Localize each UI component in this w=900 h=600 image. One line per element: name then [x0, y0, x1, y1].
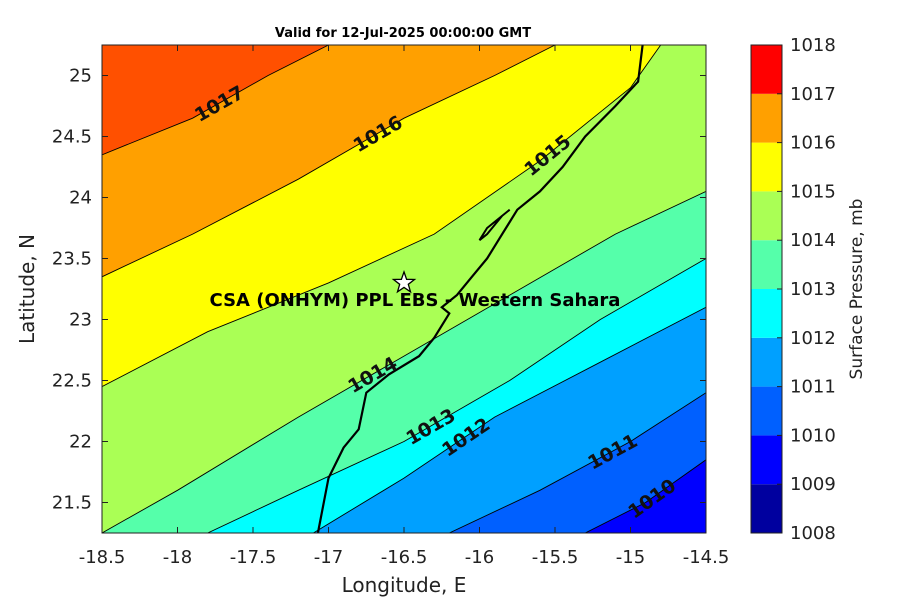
x-tick-label: -14.5: [683, 547, 730, 568]
colorbar-label: Surface Pressure, mb: [847, 199, 867, 380]
y-tick-label: 23.5: [52, 249, 92, 270]
contour-line-1010: [584, 459, 706, 533]
y-tick-label: 24: [69, 188, 92, 209]
y-tick-label: 24.5: [52, 127, 92, 148]
colorbar-segment: [751, 289, 782, 338]
y-tick-label: 22.5: [52, 371, 92, 392]
contour-line-1012: [313, 306, 706, 533]
pressure-bands: [102, 45, 706, 533]
contour-line-1014: [102, 190, 706, 533]
colorbar-segment: [751, 435, 782, 485]
colorbar-tick-label: 1014: [790, 230, 836, 251]
star-marker: [391, 269, 417, 294]
colorbar-segment: [751, 240, 782, 289]
colorbar-segment: [751, 93, 782, 143]
band-1017-1018: [102, 45, 329, 155]
x-tick-label: -18.5: [79, 547, 126, 568]
y-tick-label: 25: [69, 66, 92, 87]
site-annotation: CSA (ONHYM) PPL EBS - Western Sahara: [210, 290, 621, 311]
colorbar-tick-label: 1016: [790, 133, 836, 154]
contour-line-1011: [449, 392, 706, 533]
y-tick-label: 22: [69, 432, 92, 453]
x-tick-label: -16.5: [381, 547, 428, 568]
contour-line-1016: [102, 45, 556, 278]
chart-title: Valid for 12-Jul-2025 00:00:00 GMT: [275, 26, 531, 41]
colorbar-segment: [751, 45, 782, 94]
coastline: [316, 45, 644, 533]
site-star-marker: [391, 269, 417, 294]
x-tick-label: -16: [465, 547, 494, 568]
y-tick-label: 23: [69, 310, 92, 331]
colorbar-tick-label: 1015: [790, 181, 836, 202]
colorbar: 1008 1009 1010 1011 1012 1013 1014 1015 1016 1017…: [750, 35, 836, 544]
colorbar-tick-label: 1013: [790, 279, 836, 300]
dakhla-peninsula: [478, 208, 511, 241]
colorbar-tick-label: 1008: [790, 523, 836, 544]
contour-lines: [102, 45, 706, 533]
colorbar-segment: [751, 337, 782, 387]
colorbar-tick-label: 1009: [790, 474, 836, 495]
x-axis-ticks: -18.5 -18 -17.5 -17 -16.5 -16 -15.5 -15 -14.5: [79, 45, 730, 568]
x-axis-label: Longitude, E: [342, 573, 467, 597]
colorbar-tick-label: 1011: [790, 377, 836, 398]
colorbar-segment: [751, 191, 782, 241]
x-tick-label: -18: [163, 547, 192, 568]
colorbar-segment: [751, 386, 782, 436]
colorbar-segment: [751, 142, 782, 192]
x-tick-label: -15: [616, 547, 645, 568]
contour-line-1017: [102, 45, 329, 156]
colorbar-tick-label: 1017: [790, 84, 836, 105]
colorbar-segment: [751, 484, 782, 533]
y-axis-ticks: 21.5 22 22.5 23 23.5 24 24.5 25: [52, 66, 706, 514]
colorbar-tick-label: 1010: [790, 425, 836, 446]
x-tick-label: -15.5: [532, 547, 579, 568]
contour-line-1013: [207, 258, 706, 533]
y-axis-label: Latitude, N: [15, 234, 39, 344]
y-tick-label: 21.5: [52, 493, 92, 514]
contour-line-1015: [102, 45, 662, 387]
colorbar-tick-label: 1018: [790, 35, 836, 56]
colorbar-tick-label: 1012: [790, 328, 836, 349]
x-tick-label: -17: [314, 547, 343, 568]
x-tick-label: -17.5: [230, 547, 277, 568]
